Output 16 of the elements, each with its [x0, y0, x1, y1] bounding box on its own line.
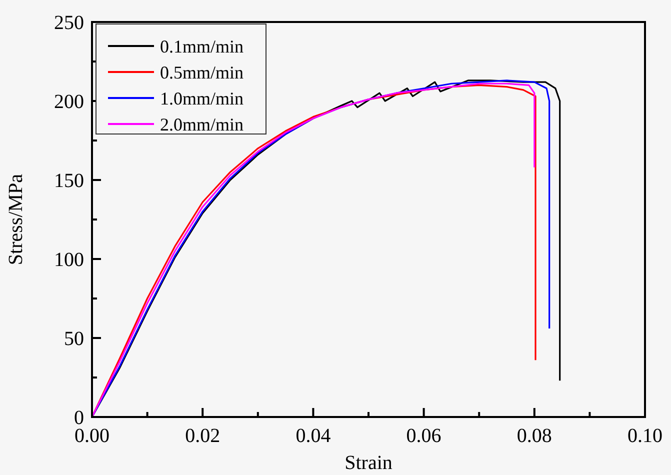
y-tick-label: 200: [54, 91, 84, 113]
legend-label: 1.0mm/min: [160, 88, 244, 108]
y-tick-label: 150: [54, 170, 84, 192]
y-tick-label: 250: [54, 12, 84, 34]
y-tick-label: 50: [64, 328, 84, 350]
x-tick-label: 0.10: [628, 425, 662, 447]
legend-label: 2.0mm/min: [160, 114, 244, 134]
x-tick-label: 0.04: [296, 425, 331, 447]
x-tick-label: 0.06: [406, 425, 442, 447]
legend-label: 0.5mm/min: [160, 62, 244, 82]
legend-label: 0.1mm/min: [160, 36, 244, 56]
y-tick-label: 100: [54, 249, 84, 271]
x-tick-label: 0.02: [185, 425, 220, 447]
y-axis-title: Stress/MPa: [5, 174, 27, 266]
x-tick-label: 0.08: [516, 425, 552, 447]
x-axis-title: Strain: [344, 452, 392, 474]
